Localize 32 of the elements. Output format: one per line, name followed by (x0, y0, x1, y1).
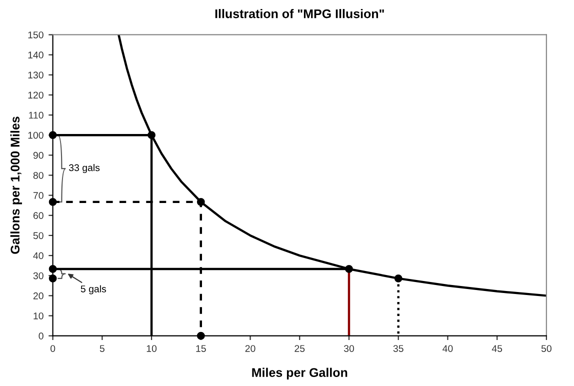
x-tick-label: 25 (294, 345, 305, 352)
y-tick-label: 80 (33, 172, 44, 179)
x-tick-label: 40 (442, 345, 453, 352)
x-tick-label: 30 (344, 345, 354, 352)
x-tick-label: 45 (492, 345, 502, 352)
x-tick-label: 10 (146, 345, 157, 352)
annotation: 5 gals (80, 285, 106, 294)
y-tick-label: 120 (28, 92, 44, 99)
y-tick-label: 110 (29, 112, 44, 119)
y-tick-label: 130 (28, 72, 44, 78)
y-tick-label: 0 (38, 332, 44, 340)
y-tick-label: 70 (33, 192, 44, 199)
y-tick-label: 100 (28, 132, 44, 139)
y-tick-label: 20 (33, 292, 44, 300)
x-tick-label: 15 (196, 345, 206, 352)
y-tick-label: 140 (28, 52, 44, 58)
x-tick-label: 35 (393, 345, 404, 352)
x-tick-label: 5 (100, 345, 104, 352)
x-tick-label: 20 (245, 345, 256, 352)
x-tick-label: 50 (541, 345, 552, 352)
y-tick-label: 40 (33, 252, 44, 260)
y-tick-label: 30 (33, 272, 44, 280)
y-tick-label: 150 (28, 31, 44, 38)
x-axis-title: Miles per Gallon (252, 368, 348, 380)
y-tick-label: 60 (33, 212, 44, 220)
chart-title: Illustration of "MPG Illusion" (215, 9, 384, 18)
annotation: 33 gals (68, 164, 100, 174)
y-tick-label: 10 (34, 312, 44, 320)
y-tick-label: 50 (33, 232, 44, 240)
y-tick-label: 90 (33, 152, 44, 159)
x-tick-label: 0 (50, 345, 56, 352)
y-axis-title: Gallons per 1,000 Miles (10, 116, 22, 254)
